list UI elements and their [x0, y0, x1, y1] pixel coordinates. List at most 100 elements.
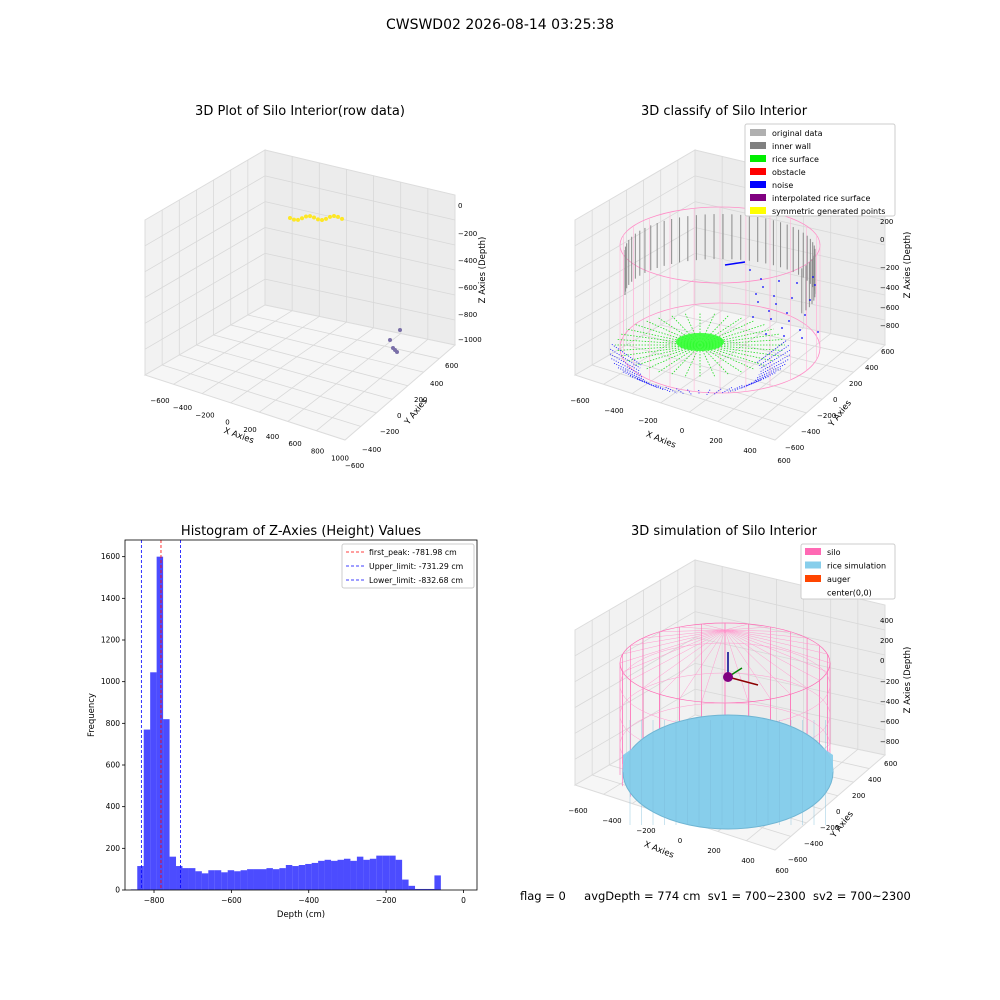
p2-zlabel: Z Axies (Depth): [903, 232, 913, 299]
p2-noise-point: [765, 333, 767, 335]
p2-ztick: −600: [880, 304, 899, 312]
p2-noise: [676, 388, 685, 395]
p4-legend-swatch: [805, 575, 821, 582]
p2-noise: [623, 371, 650, 384]
p2-gridline: [626, 344, 823, 400]
hist-bar: [188, 868, 196, 890]
hist-xtick: 0: [461, 896, 466, 905]
p4-silo-roof: [724, 629, 791, 695]
panel2-title: 3D classify of Silo Interior: [640, 104, 808, 119]
p2-noise: [629, 375, 654, 387]
hist-bar: [227, 870, 235, 890]
p2-legend-label: rice surface: [772, 155, 819, 164]
p1-xtick: 400: [266, 433, 279, 441]
hist-ylabel: Frequency: [87, 693, 97, 737]
p4-ztick: 0: [880, 657, 884, 665]
p4-ytick: 200: [852, 792, 865, 800]
p4-legend-swatch: [805, 548, 821, 555]
p4-gridline: [574, 662, 696, 734]
avg-depth-text: avgDepth = 774 cm: [584, 889, 701, 903]
p2-noise-point: [760, 278, 762, 280]
p2-xtick: −400: [604, 407, 623, 415]
p4-ztick: 400: [880, 617, 893, 625]
p1-point: [388, 338, 392, 342]
p2-noise: [745, 376, 769, 387]
hist-bar: [331, 860, 338, 890]
p1-gridline: [179, 354, 377, 414]
p4-silo-roof: [701, 629, 726, 703]
p2-noise-point: [770, 318, 772, 320]
p4-silo-roof: [679, 629, 726, 700]
p1-xtick: 1000: [331, 455, 349, 463]
p2-noise-point: [762, 286, 764, 288]
p2-noise-point: [768, 310, 770, 312]
p4-ztick: −400: [880, 698, 899, 706]
p1-ztick: −200: [458, 230, 477, 238]
p2-noise: [758, 359, 789, 376]
p1-xtick: −200: [195, 411, 214, 419]
p4-silo-roof: [724, 629, 820, 646]
hist-xtick: −200: [376, 896, 397, 905]
p4-silo-roof: [724, 629, 820, 681]
p1-point: [391, 346, 395, 350]
p2-legend-label: interpolated rice surface: [772, 194, 870, 203]
p4-center-marker: [723, 672, 733, 682]
hist-ytick: 200: [106, 844, 121, 853]
p2-noise-point: [778, 280, 780, 282]
p2-noise: [617, 367, 646, 381]
p1-xtick: 200: [243, 426, 256, 434]
hist-ytick: 400: [106, 802, 121, 811]
p4-gridline: [574, 611, 696, 683]
p1-ztick: −800: [458, 311, 477, 319]
p1-point: [320, 217, 324, 222]
p4-ztick: −200: [880, 678, 899, 686]
p4-ytick: −600: [788, 856, 807, 864]
p1-ytick: 0: [397, 412, 401, 420]
hist-ytick: 1600: [101, 552, 120, 561]
p4-ztick: −600: [880, 718, 899, 726]
p4-xlabel: X Axies: [642, 840, 675, 861]
p2-ytick: −600: [785, 444, 804, 452]
p2-noise-point: [812, 276, 814, 278]
hist-bar: [156, 556, 164, 890]
p4-silo-roof: [619, 629, 726, 664]
p4-silo-roof: [724, 623, 749, 631]
p1-xtick: 800: [311, 447, 324, 455]
p1-point: [332, 214, 336, 219]
p2-noise-point: [799, 329, 801, 331]
hist-bar: [201, 873, 209, 890]
hist-xtick: −800: [144, 896, 165, 905]
p1-xtick: 0: [225, 419, 229, 427]
p2-legend-label: inner wall: [772, 142, 811, 151]
hist-bar: [272, 869, 280, 890]
p1-ytick: −400: [362, 446, 381, 454]
p2-noise: [613, 362, 643, 378]
p4-silo-roof: [622, 629, 726, 673]
hist-bar: [395, 859, 403, 890]
p2-ytick: 0: [833, 396, 837, 404]
p4-xtick: 600: [775, 867, 788, 875]
p2-noise: [655, 384, 671, 393]
hist-bar: [421, 888, 428, 890]
p2-noise-point: [775, 303, 777, 305]
p4-silo-roof: [630, 629, 726, 646]
p1-point: [336, 214, 340, 219]
p2-legend-swatch: [750, 207, 766, 214]
p4-ytick: −400: [804, 840, 823, 848]
hist-bar: [266, 868, 273, 890]
p2-gridline: [609, 354, 807, 414]
hist-ytick: 0: [115, 886, 120, 895]
p1-gridline: [196, 344, 393, 400]
hist-bar: [259, 869, 267, 890]
hist-legend-label: Upper_limit: -731.29 cm: [369, 562, 463, 571]
hist-bar: [389, 855, 396, 890]
hist-bar: [292, 866, 299, 890]
hist-bar: [356, 856, 364, 890]
p2-rice-surface: [634, 324, 701, 346]
p4-axis-x: [727, 676, 759, 686]
p4-silo-roof: [724, 626, 771, 631]
hist-bar: [182, 868, 189, 890]
p4-legend-label: rice simulation: [827, 562, 886, 571]
p2-noise-point: [757, 301, 759, 303]
p2-noise-point: [801, 337, 803, 339]
